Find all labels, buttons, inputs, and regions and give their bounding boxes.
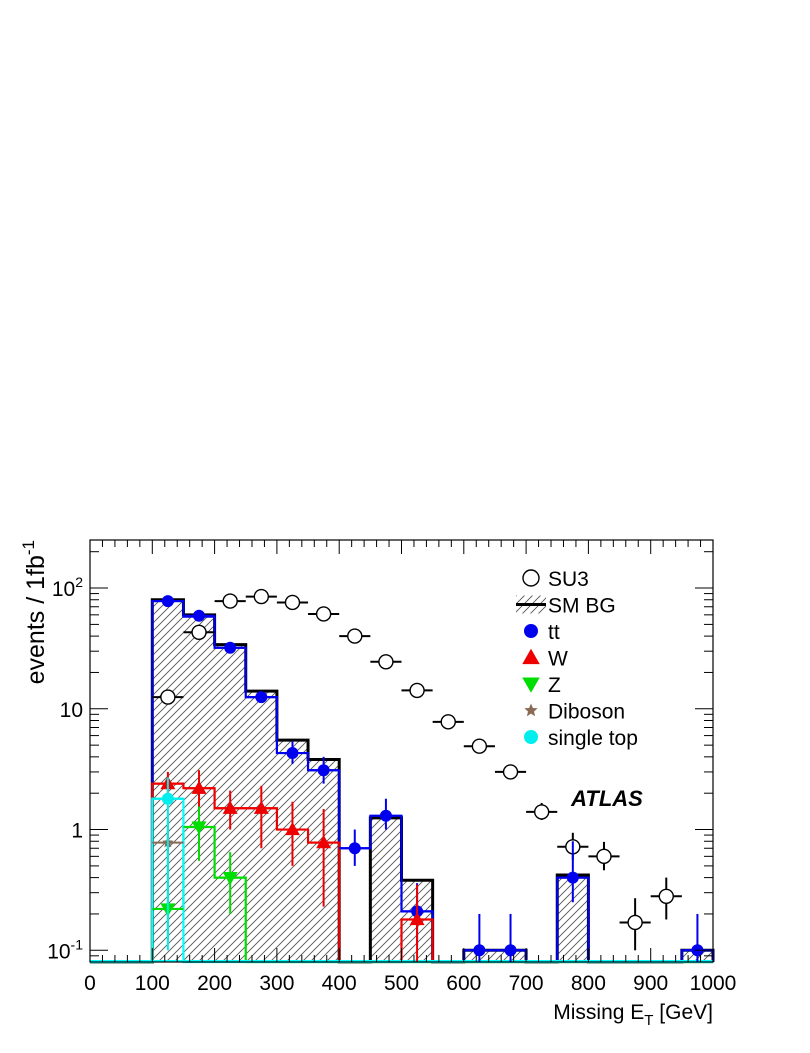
su3-point [440,714,456,730]
legend-label: single top [548,727,638,750]
y-tick-label: 102 [52,574,83,601]
tt-point [317,764,330,777]
z-point [191,821,207,835]
su3-point [627,914,643,931]
legend-entry: SM BG [516,595,616,618]
tt-point [286,747,299,760]
x-axis-title: Missing ET [GeV] [553,1001,713,1029]
x-tick-label: 0 [84,972,96,995]
su3-point [191,624,207,641]
w-point [191,780,207,794]
legend-label: tt [548,621,560,644]
su3-point [315,606,332,622]
w-point [284,822,300,836]
z-point [222,871,238,886]
w-point [222,800,238,814]
legend-entry: W [522,648,568,671]
su3-point [347,628,363,644]
marker-layer [152,588,713,962]
x-tick-label: 300 [259,972,294,995]
x-tick-label: 200 [197,972,232,995]
sm-bg-hatch-bin [370,817,402,962]
legend-label: SU3 [548,568,589,591]
su3-point [284,594,301,611]
legend-entry: single top [524,727,638,750]
su3-point [378,654,394,670]
y-axis-title: events / 1fb-1 [19,540,50,684]
su3-point [533,804,550,820]
legend-label: SM BG [548,595,616,618]
legend-label: W [548,648,568,671]
histogram-layer [90,598,715,964]
x-tick-label: 600 [446,972,481,995]
su3-point [253,588,270,605]
atlas-annotation: ATLAS [570,786,643,811]
su3-point [160,689,176,705]
w-point [253,800,269,814]
legend-entry: Diboson [524,701,625,724]
w-point [316,835,332,849]
su3-point [596,848,612,865]
single-top-point [161,792,174,805]
legend-symbol [522,677,540,693]
x-tick-label: 500 [384,972,419,995]
x-tick-label: 400 [322,972,357,995]
axes: 0 100 200 300 400 500 600 700 800 900 1000 10-1 1 10 1… [19,540,736,1029]
legend: SU3 SM BG tt WZ Diboson single top [516,568,638,750]
su3-point [658,888,674,905]
x-tick-label: 100 [135,972,170,995]
tt-point [348,842,361,855]
legend-entry: tt [524,621,560,644]
legend-entry: Z [522,674,561,697]
legend-entry: SU3 [522,568,589,591]
legend-label: Diboson [548,701,625,724]
tt-point [161,595,174,608]
y-tick-label: 10-1 [47,936,83,963]
x-tick-label: 900 [633,972,668,995]
y-tick-label: 1 [71,820,83,843]
su3-point [471,738,488,754]
x-tick-label: 800 [571,972,606,995]
legend-symbol [524,624,538,638]
tt-point [504,944,517,957]
tt-point [193,609,206,622]
tt-point [473,944,486,957]
x-tick-label: 1000 [690,972,737,995]
tt-point [255,691,268,704]
tt-point [566,871,579,884]
su3-point [409,682,425,699]
legend-symbol [524,730,538,744]
x-tick-label: 700 [509,972,544,995]
legend-label: Z [548,674,561,697]
su3-point [222,593,238,609]
tt-point [224,641,237,654]
legend-symbol [522,569,540,587]
y-tick-label: 10 [60,699,83,722]
w-point [409,911,425,926]
legend-symbol [522,648,540,665]
su3-point [502,764,519,780]
legend-symbol [524,703,538,717]
tt-point [379,809,392,822]
